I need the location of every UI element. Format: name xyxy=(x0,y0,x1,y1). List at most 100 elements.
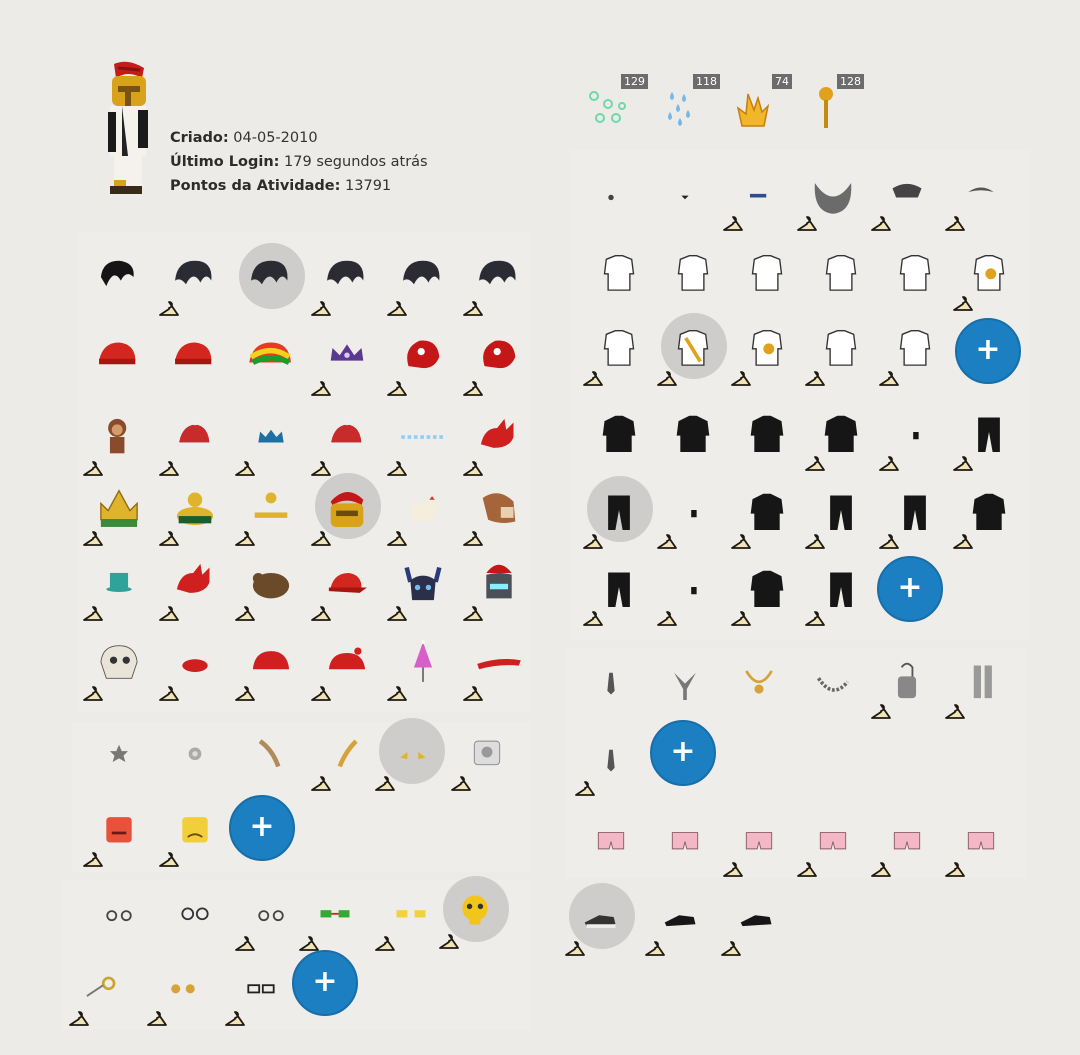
wardrobe-item[interactable] xyxy=(463,245,534,316)
wardrobe-item[interactable] xyxy=(160,325,230,395)
wardrobe-item[interactable] xyxy=(805,315,876,386)
wardrobe-item[interactable] xyxy=(387,550,458,621)
wardrobe-item[interactable] xyxy=(732,240,802,310)
wardrobe-item[interactable] xyxy=(953,240,1024,311)
wardrobe-item[interactable] xyxy=(160,880,230,950)
wardrobe-item[interactable] xyxy=(880,240,950,310)
wardrobe-item[interactable] xyxy=(159,630,230,701)
wardrobe-item[interactable] xyxy=(584,240,654,310)
wardrobe-item[interactable] xyxy=(879,315,950,386)
wardrobe-item[interactable] xyxy=(159,796,230,867)
wardrobe-item[interactable] xyxy=(84,720,154,790)
wardrobe-item[interactable] xyxy=(575,725,646,796)
wardrobe-item[interactable] xyxy=(463,630,534,701)
wardrobe-item[interactable] xyxy=(732,400,802,470)
wardrobe-item[interactable] xyxy=(953,400,1024,471)
wardrobe-item[interactable] xyxy=(311,245,382,316)
wardrobe-item[interactable] xyxy=(583,476,654,549)
wardrobe-item[interactable] xyxy=(879,478,950,549)
wardrobe-item[interactable] xyxy=(225,955,296,1026)
add-more-button[interactable]: + xyxy=(292,950,358,1016)
wardrobe-item[interactable] xyxy=(576,160,646,230)
wardrobe-item[interactable] xyxy=(731,555,802,626)
wardrobe-item[interactable] xyxy=(724,648,794,718)
wardrobe-item[interactable] xyxy=(798,648,868,718)
wardrobe-item[interactable] xyxy=(84,880,154,950)
wardrobe-item[interactable] xyxy=(69,955,140,1026)
currency-badge[interactable]: 74 xyxy=(722,74,792,144)
wardrobe-item[interactable] xyxy=(235,630,306,701)
wardrobe-item[interactable] xyxy=(731,478,802,549)
wardrobe-item[interactable] xyxy=(463,550,534,621)
wardrobe-item[interactable] xyxy=(375,718,446,791)
wardrobe-item[interactable] xyxy=(83,475,154,546)
wardrobe-item[interactable] xyxy=(387,630,458,701)
wardrobe-item[interactable] xyxy=(805,400,876,471)
wardrobe-item[interactable] xyxy=(657,478,728,549)
wardrobe-item[interactable] xyxy=(375,880,446,951)
wardrobe-item[interactable] xyxy=(645,885,716,956)
wardrobe-item[interactable] xyxy=(805,555,876,626)
wardrobe-item[interactable] xyxy=(463,475,534,546)
wardrobe-item[interactable] xyxy=(584,400,654,470)
currency-badge[interactable]: 129 xyxy=(578,74,648,144)
wardrobe-item[interactable] xyxy=(387,325,458,396)
wardrobe-item[interactable] xyxy=(658,240,728,310)
wardrobe-item[interactable] xyxy=(439,876,510,949)
wardrobe-item[interactable] xyxy=(236,243,306,315)
wardrobe-item[interactable] xyxy=(576,806,646,876)
wardrobe-item[interactable] xyxy=(871,648,942,719)
wardrobe-item[interactable] xyxy=(658,400,728,470)
wardrobe-item[interactable] xyxy=(945,648,1016,719)
wardrobe-item[interactable] xyxy=(463,405,534,476)
wardrobe-item[interactable] xyxy=(945,160,1016,231)
wardrobe-item[interactable] xyxy=(311,630,382,701)
wardrobe-item[interactable] xyxy=(723,160,794,231)
wardrobe-item[interactable] xyxy=(806,240,876,310)
wardrobe-item[interactable] xyxy=(147,955,218,1026)
wardrobe-item[interactable] xyxy=(451,720,522,791)
wardrobe-item[interactable] xyxy=(311,405,382,476)
wardrobe-item[interactable] xyxy=(159,475,230,546)
wardrobe-item[interactable] xyxy=(723,806,794,877)
wardrobe-item[interactable] xyxy=(311,720,382,791)
add-more-button[interactable]: + xyxy=(650,720,716,786)
wardrobe-item[interactable] xyxy=(236,325,306,395)
wardrobe-item[interactable] xyxy=(583,555,654,626)
wardrobe-item[interactable] xyxy=(84,245,154,315)
wardrobe-item[interactable] xyxy=(311,550,382,621)
wardrobe-item[interactable] xyxy=(576,648,646,718)
wardrobe-item[interactable] xyxy=(236,720,306,790)
wardrobe-item[interactable] xyxy=(235,475,306,546)
wardrobe-item[interactable] xyxy=(650,160,720,230)
wardrobe-item[interactable] xyxy=(387,475,458,546)
wardrobe-item[interactable] xyxy=(235,550,306,621)
wardrobe-item[interactable] xyxy=(83,550,154,621)
wardrobe-item[interactable] xyxy=(879,400,950,471)
add-more-button[interactable]: + xyxy=(229,795,295,861)
wardrobe-item[interactable] xyxy=(311,325,382,396)
wardrobe-item[interactable] xyxy=(657,313,728,386)
wardrobe-item[interactable] xyxy=(387,245,458,316)
currency-badge[interactable]: 128 xyxy=(794,74,864,144)
currency-badge[interactable]: 118 xyxy=(650,74,720,144)
wardrobe-item[interactable] xyxy=(797,160,868,231)
wardrobe-item[interactable] xyxy=(160,720,230,790)
wardrobe-item[interactable] xyxy=(650,806,720,876)
wardrobe-item[interactable] xyxy=(945,806,1016,877)
wardrobe-item[interactable] xyxy=(805,478,876,549)
wardrobe-item[interactable] xyxy=(311,473,382,546)
wardrobe-item[interactable] xyxy=(463,325,534,396)
wardrobe-item[interactable] xyxy=(83,405,154,476)
wardrobe-item[interactable] xyxy=(731,315,802,386)
wardrobe-item[interactable] xyxy=(387,405,458,476)
wardrobe-item[interactable] xyxy=(235,880,306,951)
wardrobe-item[interactable] xyxy=(84,325,154,395)
wardrobe-item[interactable] xyxy=(299,880,370,951)
wardrobe-item[interactable] xyxy=(159,550,230,621)
wardrobe-item[interactable] xyxy=(235,405,306,476)
wardrobe-item[interactable] xyxy=(83,796,154,867)
wardrobe-item[interactable] xyxy=(871,160,942,231)
wardrobe-item[interactable] xyxy=(657,555,728,626)
add-more-button[interactable]: + xyxy=(877,556,943,622)
